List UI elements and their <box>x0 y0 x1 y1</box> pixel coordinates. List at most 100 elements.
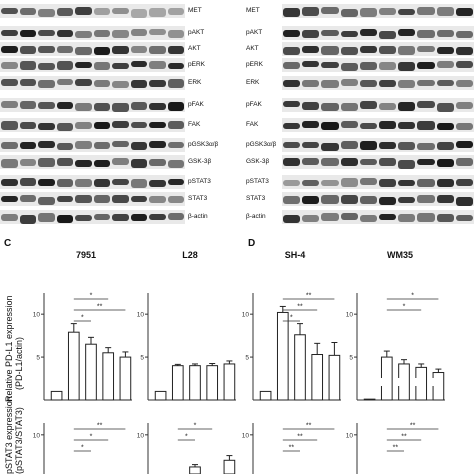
blot-band <box>56 46 73 53</box>
blot-label: STAT3 <box>188 195 208 202</box>
blot-band <box>93 179 110 187</box>
blot-band <box>321 61 339 69</box>
y-tick-label: 10 <box>137 432 145 439</box>
blot-band <box>436 179 454 187</box>
blot-band <box>93 141 110 150</box>
blot-band <box>379 158 397 167</box>
significance-label: * <box>90 293 93 300</box>
blot-band <box>112 80 129 88</box>
blot-label: pSTAT3 <box>246 178 269 185</box>
blot-band <box>1 159 18 168</box>
blot-band <box>455 102 473 109</box>
blot-band <box>359 8 377 17</box>
blot-band <box>167 141 184 148</box>
western-blot-left: MET pAKT AKT pERK ERK pFAK FAK pGSK3α/β GSK-3β pS… <box>0 0 232 225</box>
blot-band <box>38 196 55 206</box>
blot-band <box>436 122 454 130</box>
significance-label: * <box>90 434 93 441</box>
blot-band <box>359 101 377 110</box>
blot-label: FAK <box>188 121 201 128</box>
blot-band <box>455 122 473 130</box>
chart-title-wm35: WM35 <box>386 250 413 260</box>
blot-band <box>93 29 110 37</box>
blot-band <box>321 195 339 204</box>
blot-band <box>112 62 129 70</box>
blot-band <box>359 214 377 223</box>
blot-band <box>283 80 301 88</box>
significance-label: ** <box>297 434 303 441</box>
significance-label: * <box>185 434 188 441</box>
blot-band <box>75 61 92 68</box>
y-tick-label: 10 <box>346 312 354 319</box>
blot-band <box>56 29 73 37</box>
blot-label: MET <box>246 7 260 14</box>
blot-band <box>398 179 416 187</box>
blot-band <box>93 102 110 111</box>
blot-band <box>359 178 377 185</box>
blot-band <box>302 101 320 111</box>
chart-title-l28: L28 <box>182 250 198 260</box>
blot-band <box>302 7 320 16</box>
blot-band <box>302 61 320 68</box>
blot-row: FAK <box>242 118 474 134</box>
blot-label: pAKT <box>246 29 263 36</box>
blot-band <box>455 80 473 88</box>
blot-band <box>359 122 377 129</box>
bar <box>189 466 201 474</box>
blot-band <box>379 45 397 55</box>
blot-band <box>93 195 110 204</box>
blot-band <box>19 214 36 224</box>
blot-label: pGSK3α/β <box>188 141 219 148</box>
blot-band <box>75 46 92 56</box>
blot-band <box>19 159 36 166</box>
significance-label: ** <box>306 423 312 430</box>
panel-letter-c: C <box>4 238 12 249</box>
blot-band <box>167 62 184 70</box>
blot-band <box>455 178 473 187</box>
blot-band <box>75 195 92 203</box>
blot-band <box>436 195 454 204</box>
blot-band <box>283 62 301 69</box>
blot-band <box>112 46 129 54</box>
blot-band <box>93 214 110 221</box>
blot-band <box>283 101 301 108</box>
y-tick-label: 5 <box>245 355 249 362</box>
significance-label: * <box>194 423 197 430</box>
blot-band <box>436 213 454 223</box>
bar <box>50 390 63 401</box>
blot-label: ERK <box>188 79 202 86</box>
significance-label: ** <box>297 304 303 311</box>
blot-band <box>56 196 73 203</box>
blot-row: β-actin <box>0 210 232 226</box>
blot-band <box>455 214 473 221</box>
blot-band <box>93 79 110 88</box>
bar <box>311 354 324 401</box>
blot-band <box>38 45 55 53</box>
blot-band <box>417 121 435 131</box>
blot-band <box>321 122 339 131</box>
blot-band <box>75 121 92 130</box>
blot-band <box>38 158 55 167</box>
blot-band <box>340 79 358 87</box>
blot-band <box>130 141 147 150</box>
blot-label: pGSK3α/β <box>246 141 277 148</box>
bar <box>102 352 115 401</box>
blot-band <box>1 101 18 108</box>
bar <box>206 365 219 401</box>
blot-band <box>1 61 18 70</box>
bar <box>276 311 289 401</box>
blot-band <box>398 29 416 36</box>
blot-band <box>130 214 147 221</box>
bar <box>171 365 184 401</box>
blot-band <box>359 46 377 53</box>
y-tick-label: 10 <box>137 312 145 319</box>
bar <box>154 390 167 401</box>
blot-band <box>398 101 416 111</box>
blot-band <box>93 159 110 167</box>
blot-band <box>340 141 358 150</box>
blot-band <box>149 158 166 166</box>
blot-band <box>1 142 18 150</box>
blot-row: pERK <box>0 58 232 74</box>
blot-band <box>379 178 397 187</box>
blot-band <box>75 30 92 38</box>
